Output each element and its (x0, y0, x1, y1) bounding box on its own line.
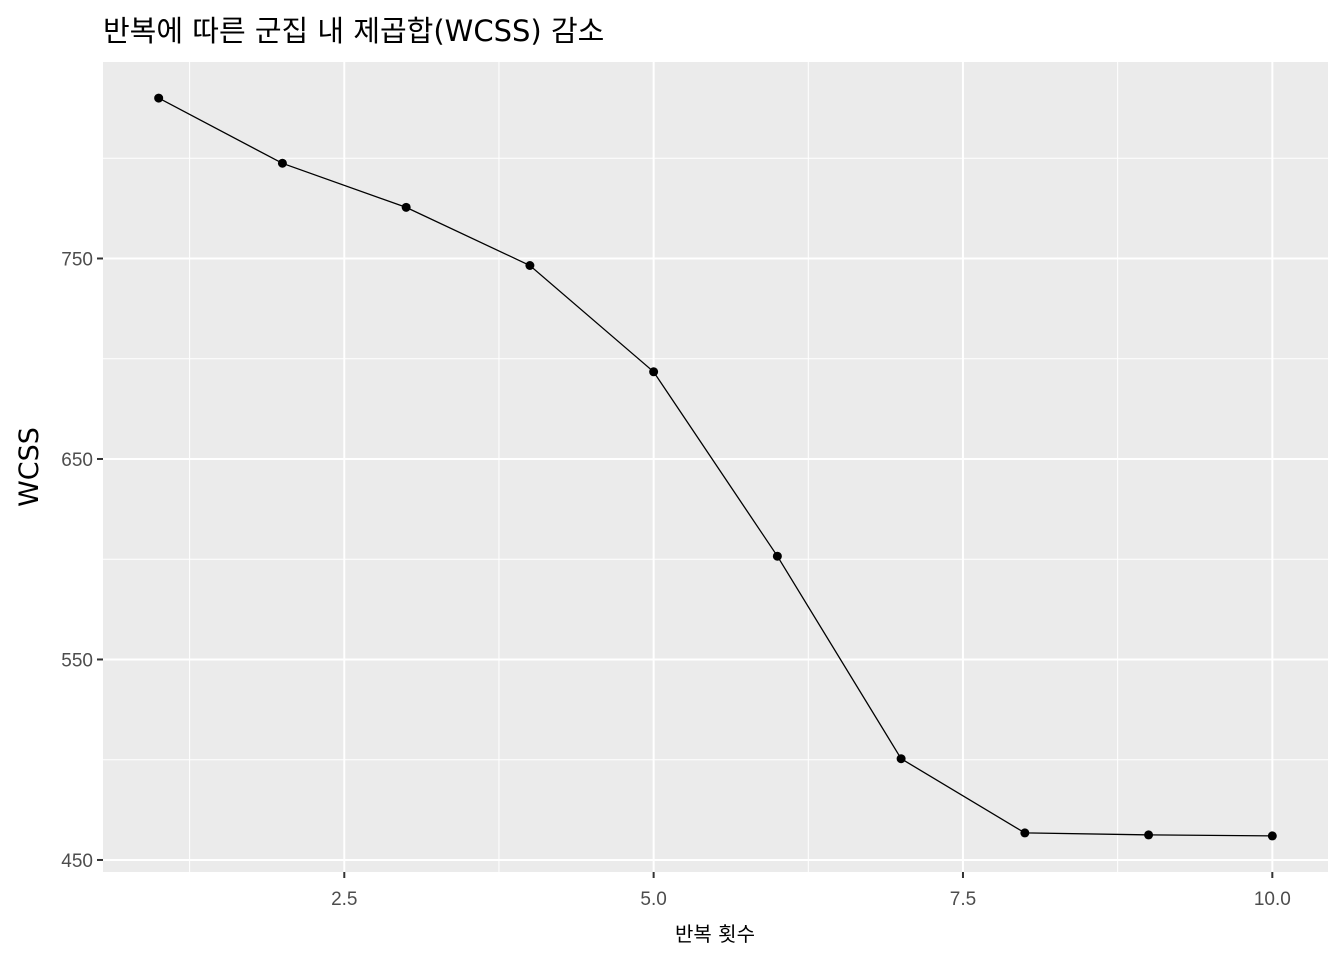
data-point (525, 261, 535, 271)
minor-gridlines (103, 62, 1328, 872)
x-axis: 2.5 5.0 7.5 10.0 (331, 872, 1291, 910)
x-tick-label: 7.5 (950, 889, 976, 910)
data-point (154, 93, 164, 103)
x-tick-label: 5.0 (640, 889, 666, 910)
chart-title: 반복에 따른 군집 내 제곱합(WCSS) 감소 (103, 14, 605, 48)
data-point (401, 202, 411, 212)
data-point (277, 158, 287, 168)
y-axis: 450 550 650 750 (61, 249, 103, 872)
major-gridlines (103, 62, 1328, 872)
y-tick-label: 650 (61, 450, 93, 471)
y-tick-label: 750 (61, 249, 93, 270)
data-point (896, 754, 906, 764)
x-axis-title: 반복 횟수 (675, 922, 755, 946)
data-point (1267, 831, 1277, 841)
y-axis-title: WCSS (14, 427, 45, 507)
plot-panel (103, 62, 1328, 872)
data-point (772, 551, 782, 561)
data-point (1020, 828, 1030, 838)
x-tick-label: 2.5 (331, 889, 357, 910)
series-line (158, 97, 1273, 837)
data-point (649, 367, 659, 377)
series-layer (154, 93, 1277, 841)
y-tick-label: 450 (61, 851, 93, 872)
x-tick-label: 10.0 (1254, 889, 1291, 910)
data-point (1144, 830, 1154, 840)
y-tick-label: 550 (61, 650, 93, 671)
